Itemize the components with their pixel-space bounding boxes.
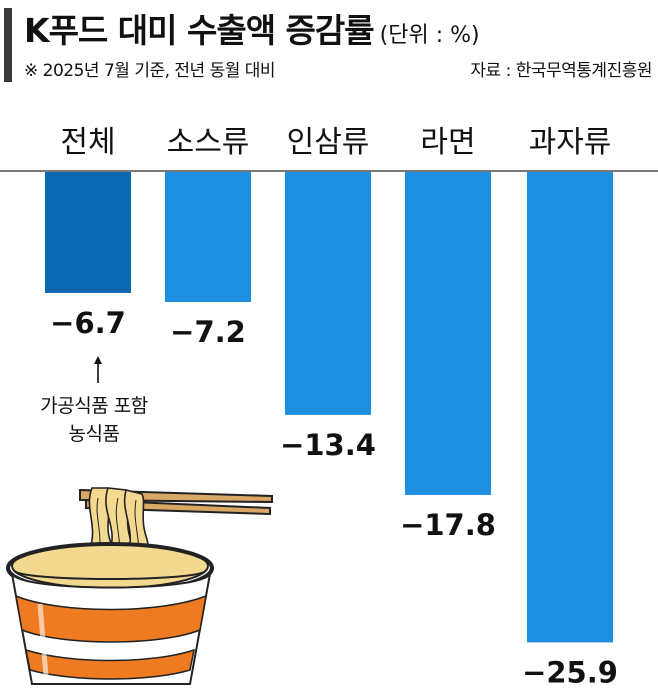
unit-label: (단위 : %)	[379, 23, 480, 48]
source-label: 자료 : 한국무역통계진흥원	[470, 61, 652, 81]
category-label-5: 과자류	[529, 125, 612, 160]
bar-3	[285, 171, 371, 415]
category-label-2: 소스류	[167, 125, 250, 160]
title-accent-bar	[4, 8, 12, 82]
category-label-3: 인삼류	[287, 125, 370, 160]
cup-noodle-icon	[6, 487, 273, 685]
chart-subtitle: ※ 2025년 7월 기준, 전년 동월 대비	[24, 61, 276, 81]
chart-title: K푸드 대미 수출액 증감률 (단위 : %)	[24, 4, 480, 52]
annotation-note: 가공식품 포함 농식품	[14, 392, 174, 448]
category-label-1: 전체	[60, 125, 115, 160]
bar-1	[45, 171, 131, 293]
category-label-4: 라면	[420, 125, 475, 160]
value-label-2: −7.2	[170, 315, 246, 349]
up-arrow-icon	[94, 356, 102, 383]
category-labels: 전체 소스류 인삼류 라면 과자류	[60, 125, 611, 160]
value-label-5: −25.9	[522, 655, 618, 689]
annotation-line-2: 농식품	[68, 423, 120, 445]
annotation-line-1: 가공식품 포함	[40, 395, 148, 417]
bar-5	[527, 171, 613, 643]
bar-4	[405, 171, 491, 495]
value-label-3: −13.4	[280, 428, 376, 462]
chart-title-text: K푸드 대미 수출액 증감률	[24, 11, 375, 50]
bars	[45, 171, 613, 643]
value-label-1: −6.7	[50, 306, 126, 340]
bar-2	[165, 171, 251, 303]
baseline	[0, 170, 658, 172]
value-label-4: −17.8	[400, 508, 496, 542]
value-labels: −6.7 −7.2 −13.4 −17.8 −25.9	[50, 306, 618, 689]
